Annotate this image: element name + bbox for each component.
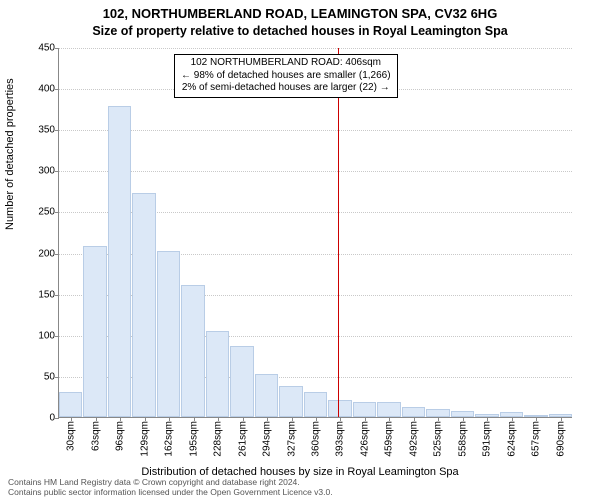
x-axis-label: Distribution of detached houses by size … (0, 466, 600, 478)
histogram-bar (353, 402, 376, 417)
histogram-bar (157, 251, 180, 417)
xtick-label: 162sqm (164, 421, 175, 457)
xtick-label: 459sqm (384, 421, 395, 457)
xtick-label: 591sqm (482, 421, 493, 457)
ytick-label: 150 (25, 289, 59, 300)
histogram-bar (426, 409, 449, 417)
ytick-label: 300 (25, 166, 59, 177)
xtick-label: 261sqm (237, 421, 248, 457)
ytick-label: 100 (25, 330, 59, 341)
ytick-label: 400 (25, 84, 59, 95)
histogram-bar (206, 331, 229, 417)
ytick-label: 350 (25, 125, 59, 136)
histogram-bar (377, 402, 400, 417)
xtick-label: 690sqm (555, 421, 566, 457)
grid-line (59, 171, 572, 172)
chart-subtitle: Size of property relative to detached ho… (0, 24, 600, 38)
xtick-label: 96sqm (115, 421, 126, 451)
histogram-bar (108, 106, 131, 417)
footer-line-2: Contains public sector information licen… (8, 488, 600, 498)
histogram-bar (181, 285, 204, 417)
xtick-label: 327sqm (286, 421, 297, 457)
callout-line-1: 102 NORTHUMBERLAND ROAD: 406sqm (181, 57, 391, 70)
callout-box: 102 NORTHUMBERLAND ROAD: 406sqm← 98% of … (174, 54, 398, 98)
histogram-chart: 102, NORTHUMBERLAND ROAD, LEAMINGTON SPA… (0, 0, 600, 500)
grid-line (59, 48, 572, 49)
xtick-label: 30sqm (66, 421, 77, 451)
histogram-bar (59, 392, 82, 417)
callout-line-2: ← 98% of detached houses are smaller (1,… (181, 70, 391, 83)
histogram-bar (255, 374, 278, 417)
ytick-label: 0 (25, 413, 59, 424)
plot-area: 05010015020025030035040045030sqm63sqm96s… (58, 48, 572, 418)
xtick-label: 492sqm (408, 421, 419, 457)
ytick-label: 250 (25, 207, 59, 218)
xtick-label: 63sqm (90, 421, 101, 451)
attribution-footer: Contains HM Land Registry data © Crown c… (8, 478, 600, 498)
y-axis-label: Number of detached properties (4, 78, 16, 230)
histogram-bar (83, 246, 106, 417)
y-axis-label-text: Number of detached properties (4, 78, 16, 230)
xtick-label: 525sqm (433, 421, 444, 457)
callout-line-3: 2% of semi-detached houses are larger (2… (181, 82, 391, 95)
xtick-label: 657sqm (531, 421, 542, 457)
histogram-bar (230, 346, 253, 417)
ytick-label: 200 (25, 248, 59, 259)
reference-line (338, 48, 339, 417)
xtick-label: 195sqm (188, 421, 199, 457)
histogram-bar (402, 407, 425, 417)
ytick-label: 450 (25, 43, 59, 54)
xtick-label: 393sqm (335, 421, 346, 457)
histogram-bar (304, 392, 327, 417)
histogram-bar (279, 386, 302, 417)
histogram-bar (328, 400, 351, 417)
xtick-label: 360sqm (311, 421, 322, 457)
xtick-label: 129sqm (139, 421, 150, 457)
chart-title-address: 102, NORTHUMBERLAND ROAD, LEAMINGTON SPA… (0, 6, 600, 21)
ytick-label: 50 (25, 371, 59, 382)
xtick-label: 228sqm (213, 421, 224, 457)
grid-line (59, 130, 572, 131)
xtick-label: 426sqm (359, 421, 370, 457)
histogram-bar (132, 193, 155, 417)
xtick-label: 624sqm (506, 421, 517, 457)
xtick-label: 294sqm (262, 421, 273, 457)
xtick-label: 558sqm (457, 421, 468, 457)
